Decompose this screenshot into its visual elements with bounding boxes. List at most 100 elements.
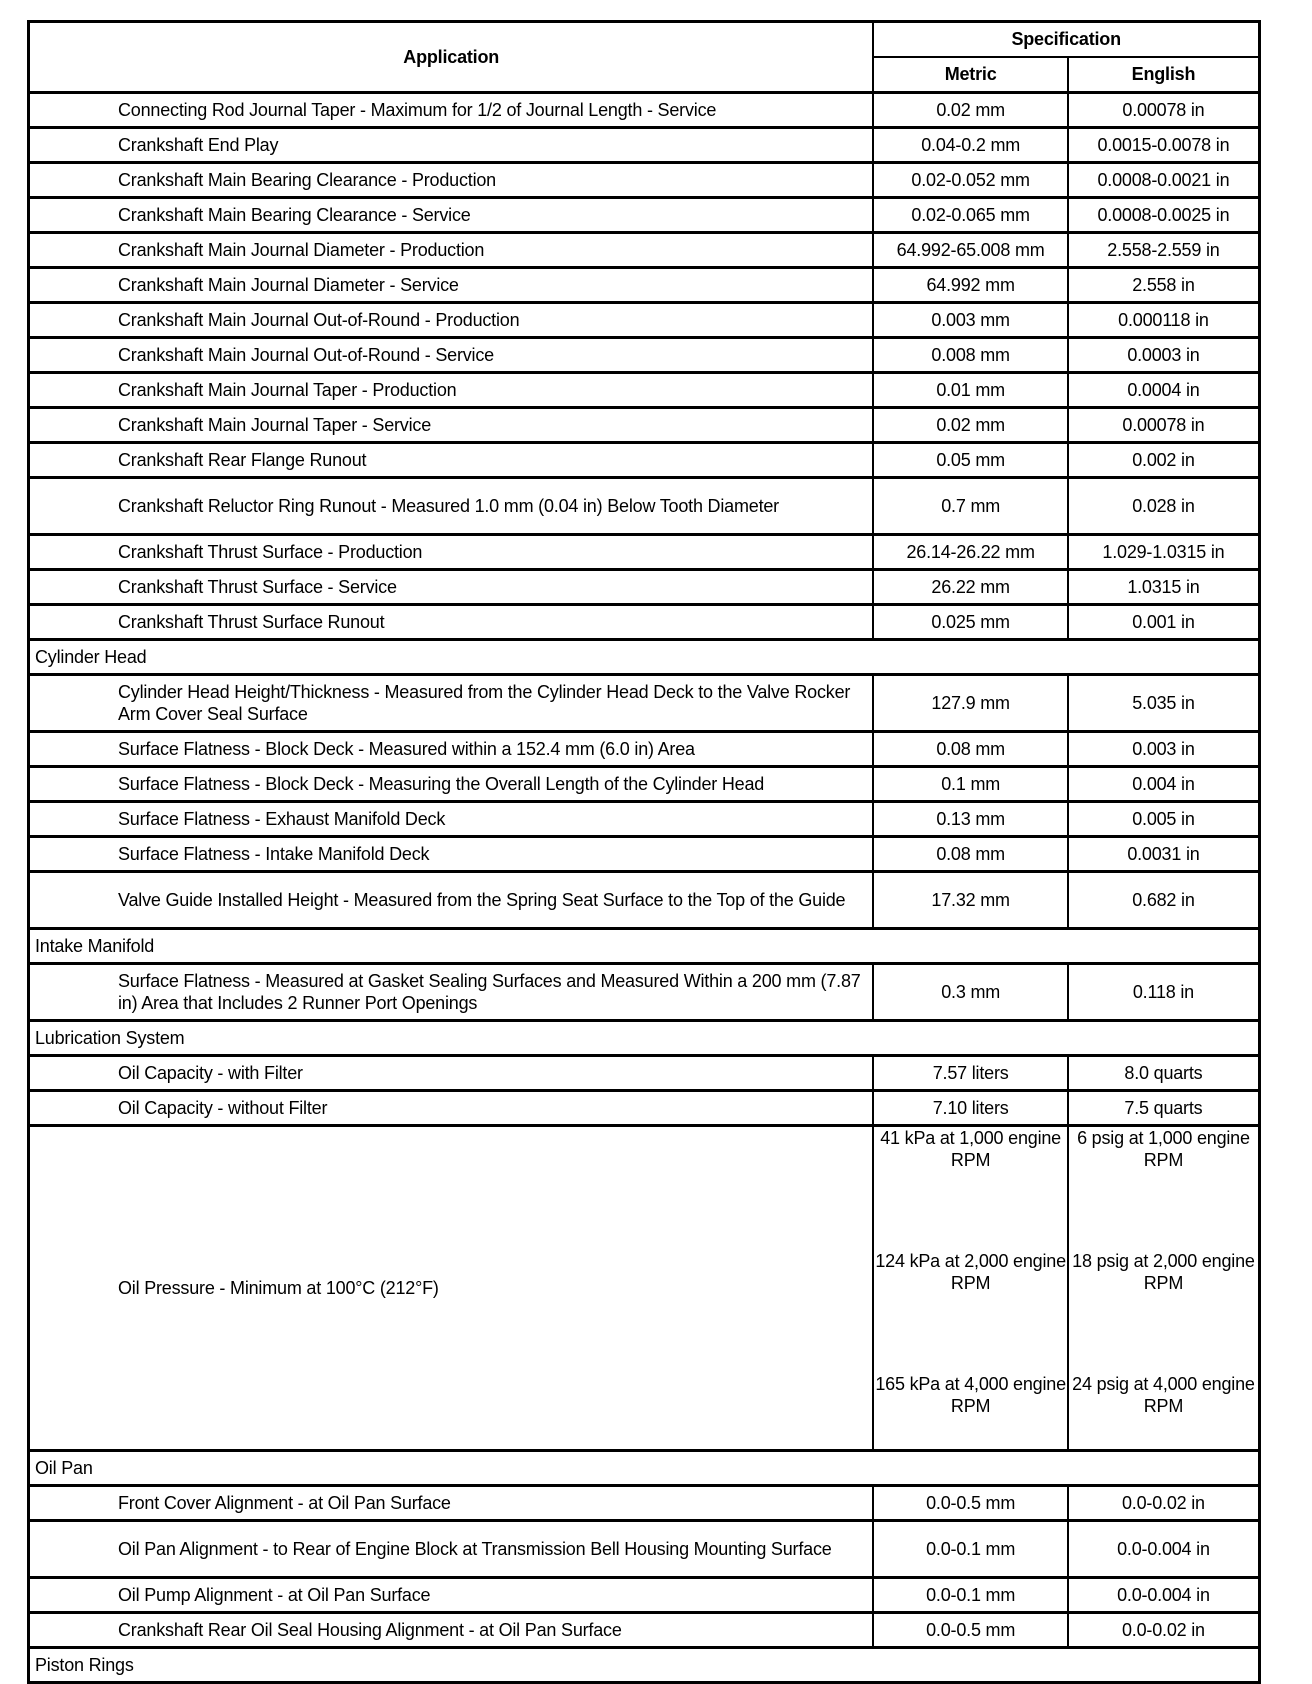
english-cell: 0.004 in — [1066, 765, 1261, 803]
metric-cell: 0.025 mm — [872, 603, 1069, 641]
application-cell: Crankshaft Reluctor Ring Runout - Measur… — [27, 476, 875, 536]
table-row: Crankshaft Main Journal Out-of-Round - S… — [27, 336, 1261, 374]
metric-header: Metric — [872, 56, 1069, 94]
application-cell: Oil Capacity - with Filter — [27, 1054, 875, 1092]
application-cell: Surface Flatness - Block Deck - Measured… — [27, 730, 875, 768]
section-row: Lubrication System — [27, 1019, 1261, 1057]
section-row: Intake Manifold — [27, 927, 1261, 965]
english-cell: 8.0 quarts — [1066, 1054, 1261, 1092]
table-row: Crankshaft Thrust Surface - Service 26.22… — [27, 568, 1261, 606]
section-title: Piston Rings — [27, 1646, 1261, 1684]
english-cell: 0.00078 in — [1066, 91, 1261, 129]
metric-cell: 0.13 mm — [872, 800, 1069, 838]
application-cell: Crankshaft Main Journal Out-of-Round - P… — [27, 301, 875, 339]
application-cell: Crankshaft Main Journal Taper - Producti… — [27, 371, 875, 409]
application-cell: Valve Guide Installed Height - Measured … — [27, 870, 875, 930]
application-cell: Crankshaft Rear Oil Seal Housing Alignme… — [27, 1611, 875, 1649]
english-cell: 0.0004 in — [1066, 371, 1261, 409]
metric-cell: 26.22 mm — [872, 568, 1069, 606]
english-cell: 0.0-0.004 in — [1066, 1519, 1261, 1579]
english-cell: 0.0003 in — [1066, 336, 1261, 374]
english-cell: 2.558-2.559 in — [1066, 231, 1261, 269]
application-cell: Front Cover Alignment - at Oil Pan Surfa… — [27, 1484, 875, 1522]
english-cell: 0.001 in — [1066, 603, 1261, 641]
metric-value: 165 kPa at 4,000 engine RPM — [875, 1374, 1066, 1416]
table-row: Crankshaft Main Bearing Clearance - Serv… — [27, 196, 1261, 234]
english-cell: 6 psig at 1,000 engine RPM 18 psig at 2,0… — [1066, 1124, 1261, 1452]
metric-cell: 0.3 mm — [872, 962, 1069, 1022]
table-row: Crankshaft Thrust Surface Runout 0.025 mm… — [27, 603, 1261, 641]
english-value: 6 psig at 1,000 engine RPM — [1077, 1128, 1250, 1170]
metric-cell: 7.10 liters — [872, 1089, 1069, 1127]
section-title: Oil Pan — [27, 1449, 1261, 1487]
metric-cell: 64.992-65.008 mm — [872, 231, 1069, 269]
english-cell: 2.558 in — [1066, 266, 1261, 304]
metric-cell: 0.0-0.5 mm — [872, 1611, 1069, 1649]
metric-cell: 17.32 mm — [872, 870, 1069, 930]
table-row: Oil Pan Alignment - to Rear of Engine Bl… — [27, 1519, 1261, 1579]
metric-cell: 0.04-0.2 mm — [872, 126, 1069, 164]
english-cell: 0.682 in — [1066, 870, 1261, 930]
table-row: Crankshaft Main Journal Taper - Service 0… — [27, 406, 1261, 444]
english-cell: 0.00078 in — [1066, 406, 1261, 444]
table-row: Surface Flatness - Exhaust Manifold Deck… — [27, 800, 1261, 838]
metric-cell: 0.05 mm — [872, 441, 1069, 479]
metric-cell: 127.9 mm — [872, 673, 1069, 733]
application-cell: Crankshaft End Play — [27, 126, 875, 164]
section-row: Oil Pan — [27, 1449, 1261, 1487]
application-cell: Crankshaft Main Bearing Clearance - Serv… — [27, 196, 875, 234]
table-row: Cylinder Head Height/Thickness - Measure… — [27, 673, 1261, 733]
metric-cell: 0.02-0.065 mm — [872, 196, 1069, 234]
table-row: Front Cover Alignment - at Oil Pan Surfa… — [27, 1484, 1261, 1522]
english-cell: 0.0-0.02 in — [1066, 1611, 1261, 1649]
section-row: Cylinder Head — [27, 638, 1261, 676]
application-cell: Surface Flatness - Intake Manifold Deck — [27, 835, 875, 873]
table-row: Surface Flatness - Measured at Gasket Se… — [27, 962, 1261, 1022]
english-cell: 0.0-0.004 in — [1066, 1576, 1261, 1614]
english-cell: 0.0015-0.0078 in — [1066, 126, 1261, 164]
table-row: Crankshaft Main Bearing Clearance - Prod… — [27, 161, 1261, 199]
english-cell: 0.000118 in — [1066, 301, 1261, 339]
english-cell: 7.5 quarts — [1066, 1089, 1261, 1127]
table-row: Crankshaft Main Journal Taper - Producti… — [27, 371, 1261, 409]
table-row: Crankshaft Main Journal Diameter - Servi… — [27, 266, 1261, 304]
specification-header: Specification — [872, 20, 1261, 58]
application-cell: Oil Pump Alignment - at Oil Pan Surface — [27, 1576, 875, 1614]
table-row: Crankshaft Reluctor Ring Runout - Measur… — [27, 476, 1261, 536]
application-cell: Surface Flatness - Measured at Gasket Se… — [27, 962, 875, 1022]
metric-value: 124 kPa at 2,000 engine RPM — [875, 1251, 1066, 1293]
english-cell: 1.029-1.0315 in — [1066, 533, 1261, 571]
table-row: Crankshaft Rear Flange Runout 0.05 mm 0.00… — [27, 441, 1261, 479]
english-cell: 1.0315 in — [1066, 568, 1261, 606]
table-row: Surface Flatness - Intake Manifold Deck 0… — [27, 835, 1261, 873]
metric-cell: 0.1 mm — [872, 765, 1069, 803]
metric-cell: 0.08 mm — [872, 730, 1069, 768]
application-cell: Crankshaft Thrust Surface Runout — [27, 603, 875, 641]
application-cell: Connecting Rod Journal Taper - Maximum f… — [27, 91, 875, 129]
table-row: Crankshaft End Play 0.04-0.2 mm 0.0015-0.0… — [27, 126, 1261, 164]
application-cell: Crankshaft Main Bearing Clearance - Prod… — [27, 161, 875, 199]
english-cell: 0.0008-0.0021 in — [1066, 161, 1261, 199]
metric-cell: 0.003 mm — [872, 301, 1069, 339]
table-row: Surface Flatness - Block Deck - Measured… — [27, 730, 1261, 768]
metric-cell: 0.08 mm — [872, 835, 1069, 873]
metric-cell: 64.992 mm — [872, 266, 1069, 304]
metric-cell: 0.02 mm — [872, 91, 1069, 129]
english-cell: 0.118 in — [1066, 962, 1261, 1022]
english-cell: 0.028 in — [1066, 476, 1261, 536]
metric-cell: 0.7 mm — [872, 476, 1069, 536]
metric-cell: 7.57 liters — [872, 1054, 1069, 1092]
application-header: Application — [27, 20, 875, 94]
section-row: Piston Rings — [27, 1646, 1261, 1684]
table-row: Oil Pump Alignment - at Oil Pan Surface 0… — [27, 1576, 1261, 1614]
metric-cell: 0.0-0.1 mm — [872, 1576, 1069, 1614]
metric-cell: 0.0-0.5 mm — [872, 1484, 1069, 1522]
table-row: Crankshaft Thrust Surface - Production 26… — [27, 533, 1261, 571]
english-cell: 5.035 in — [1066, 673, 1261, 733]
table-row: Connecting Rod Journal Taper - Maximum f… — [27, 91, 1261, 129]
metric-cell: 0.02 mm — [872, 406, 1069, 444]
application-cell: Surface Flatness - Block Deck - Measurin… — [27, 765, 875, 803]
application-cell: Crankshaft Thrust Surface - Service — [27, 568, 875, 606]
table-row: Oil Capacity - with Filter 7.57 liters 8.0… — [27, 1054, 1261, 1092]
english-header: English — [1066, 56, 1261, 94]
